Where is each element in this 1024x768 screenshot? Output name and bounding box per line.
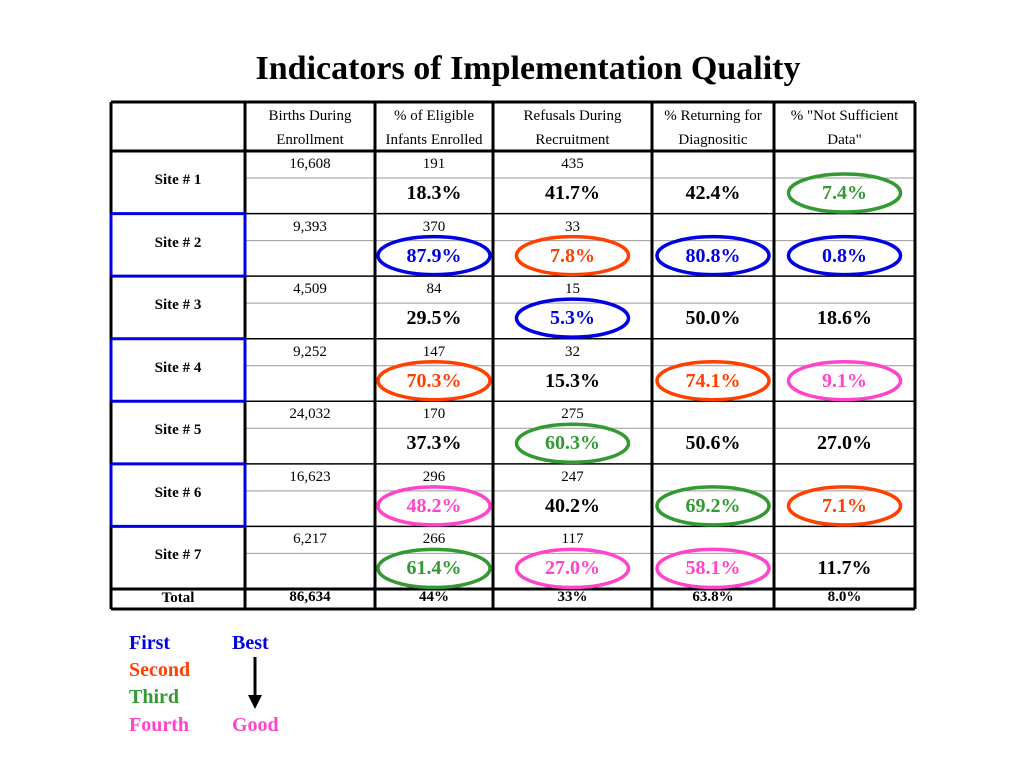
percent-value: 60.3% (545, 432, 600, 455)
raw-value: 370 (422, 218, 446, 235)
total-value: 63.8% (692, 588, 734, 605)
percent-value: 18.3% (406, 182, 462, 204)
rank-highlight-ellipse (514, 547, 631, 590)
percent-value: 27.0% (817, 432, 872, 455)
percent-value: 15.3% (545, 369, 600, 392)
percent-value: 5.3% (550, 307, 595, 330)
percent-value: 11.7% (817, 557, 872, 580)
percent-value: 48.2% (406, 494, 462, 517)
site-label: Site # 4 (154, 359, 202, 376)
rank-highlight-ellipse (514, 234, 631, 277)
page-title: Indicators of Implementation Quality (255, 50, 801, 87)
column-header: Diagnositic (678, 132, 748, 148)
site-label: Site # 5 (154, 422, 202, 439)
raw-value: 9,393 (293, 218, 327, 235)
legend-fourth: Fourth (129, 714, 189, 736)
total-value: 8.0% (827, 588, 862, 605)
legend-third: Third (129, 686, 180, 708)
percent-value: 7.8% (550, 244, 595, 267)
rank-highlight-ellipse (786, 172, 903, 214)
raw-value: 117 (561, 531, 584, 548)
percent-value: 50.0% (685, 307, 741, 330)
column-header: % Returning for (664, 108, 762, 124)
legend-good: Good (232, 714, 279, 736)
total-label: Total (161, 589, 195, 606)
column-header: Births During (268, 108, 352, 124)
raw-value: 435 (561, 156, 584, 172)
column-header: % "Not Sufficient (790, 108, 899, 124)
percent-value: 37.3% (406, 432, 462, 455)
site-label: Site # 2 (154, 234, 202, 251)
rank-highlight-ellipse (655, 359, 771, 402)
column-header: Data" (827, 132, 862, 148)
arrow-down-icon (248, 657, 262, 709)
site-label: Site # 6 (154, 484, 202, 501)
total-value: 86,634 (289, 588, 331, 605)
legend-first: First (129, 632, 171, 654)
raw-value: 33 (565, 218, 580, 235)
legend-second: Second (129, 659, 191, 681)
column-header: Enrollment (276, 132, 344, 148)
rank-highlight-ellipse (514, 422, 631, 465)
raw-value: 191 (422, 156, 446, 172)
percent-value: 0.8% (822, 244, 867, 267)
site-label: Site # 3 (154, 297, 202, 314)
percent-value: 41.7% (545, 182, 600, 204)
percent-value: 87.9% (406, 244, 462, 267)
raw-value: 275 (561, 406, 584, 423)
total-value: 44% (419, 588, 449, 605)
raw-value: 296 (422, 468, 446, 485)
percent-value: 58.1% (685, 557, 741, 580)
percent-value: 61.4% (406, 557, 462, 580)
raw-value: 9,252 (293, 343, 327, 360)
site-label: Site # 1 (154, 172, 202, 188)
raw-value: 4,509 (293, 281, 327, 298)
raw-value: 16,623 (289, 468, 331, 485)
percent-value: 69.2% (685, 494, 741, 517)
column-header: % of Eligible (394, 108, 474, 124)
column-header: Refusals During (523, 108, 622, 124)
percent-value: 29.5% (406, 307, 462, 330)
percent-value: 70.3% (406, 369, 462, 392)
percent-value: 42.4% (685, 182, 741, 204)
rank-highlight-ellipse (786, 234, 903, 277)
site-label: Site # 7 (154, 547, 202, 564)
rank-highlight-ellipse (655, 547, 771, 590)
raw-value: 170 (422, 406, 446, 423)
percent-value: 74.1% (685, 369, 741, 392)
percent-value: 40.2% (545, 494, 600, 517)
rank-highlight-ellipse (376, 485, 492, 527)
rank-highlight-ellipse (786, 359, 903, 402)
legend-best: Best (232, 632, 269, 654)
percent-value: 7.4% (822, 182, 867, 204)
rank-highlight-ellipse (655, 485, 771, 527)
rank-highlight-ellipse (786, 485, 903, 527)
rank-highlight-ellipse (376, 359, 492, 402)
rank-highlight-ellipse (514, 297, 631, 339)
percent-value: 7.1% (822, 494, 867, 517)
raw-value: 24,032 (289, 406, 331, 423)
percent-value: 80.8% (685, 244, 741, 267)
raw-value: 266 (422, 531, 446, 548)
raw-value: 6,217 (293, 531, 327, 548)
percent-value: 9.1% (822, 369, 867, 392)
percent-value: 18.6% (817, 307, 872, 330)
raw-value: 15 (565, 281, 580, 298)
column-header: Recruitment (535, 132, 610, 148)
column-header: Infants Enrolled (385, 132, 483, 148)
rank-highlight-ellipse (376, 234, 492, 277)
raw-value: 247 (561, 468, 584, 485)
rank-highlight-ellipse (376, 547, 492, 590)
raw-value: 147 (422, 343, 446, 360)
percent-value: 27.0% (545, 557, 600, 580)
rank-highlight-ellipse (655, 234, 771, 277)
percent-value: 50.6% (685, 432, 741, 455)
raw-value: 84 (426, 281, 442, 298)
raw-value: 16,608 (289, 156, 331, 172)
raw-value: 32 (565, 343, 580, 360)
total-value: 33% (557, 588, 588, 605)
